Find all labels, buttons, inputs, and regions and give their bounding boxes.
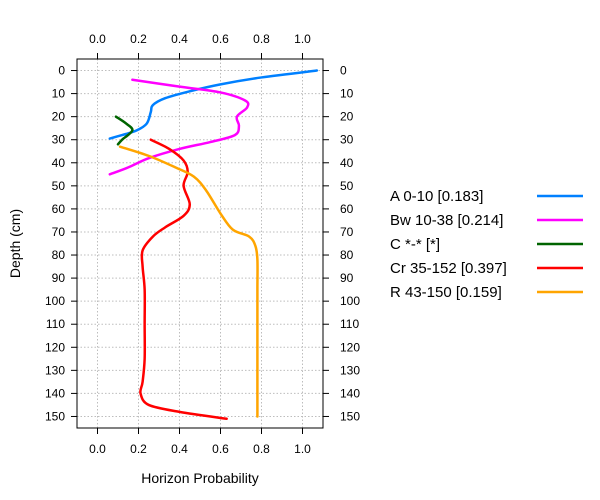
y-axis-title: Depth (cm) (7, 209, 23, 278)
x-tick-label-bottom: 0.0 (89, 442, 106, 456)
legend: A 0-10 [0.183] Bw 10-38 [0.214] C *-* [*] C… (390, 188, 583, 301)
y-tick-label-left: 130 (45, 363, 65, 377)
x-tick-label-top: 0.6 (212, 32, 229, 46)
y-tick-label-right: 50 (340, 179, 354, 193)
y-tick-label-right: 110 (340, 317, 359, 331)
x-tick-label-top: 0.8 (253, 32, 270, 46)
y-tick-label-right: 0 (340, 64, 347, 78)
y-tick-label-right: 100 (340, 294, 360, 308)
legend-label-4: R 43-150 [0.159] (390, 284, 502, 301)
plot-frame (76, 58, 324, 429)
y-tick-label-right: 10 (340, 87, 354, 101)
y-tick-label-left: 100 (45, 294, 65, 308)
y-tick-label-left: 120 (45, 340, 65, 354)
y-tick-label-right: 70 (340, 225, 354, 239)
y-tick-label-left: 0 (58, 64, 65, 78)
x-tick-label-bottom: 0.8 (253, 442, 270, 456)
y-tick-label-left: 50 (52, 179, 66, 193)
y-tick-label-right: 90 (340, 271, 354, 285)
x-tick-label-bottom: 0.6 (212, 442, 229, 456)
y-tick-label-right: 60 (340, 202, 354, 216)
legend-label-0: A 0-10 [0.183] (390, 188, 483, 205)
legend-label-2: C *-* [*] (390, 236, 440, 253)
y-tick-label-left: 70 (52, 225, 66, 239)
x-axis-title: Horizon Probability (141, 470, 259, 486)
legend-label-1: Bw 10-38 [0.214] (390, 212, 503, 229)
y-tick-label-left: 80 (52, 248, 66, 262)
series-line-4 (118, 145, 259, 418)
x-tick-label-bottom: 0.4 (171, 442, 188, 456)
axis-ticks: 0.0 0.0 0.2 0.2 0.4 0.4 0.6 0.6 0.8 0.8 1.0 1.0 0 0 10… (45, 32, 360, 456)
y-tick-label-right: 140 (340, 386, 360, 400)
x-tick-label-top: 1.0 (294, 32, 311, 46)
x-tick-label-top: 0.4 (171, 32, 188, 46)
x-tick-label-bottom: 0.2 (130, 442, 147, 456)
y-tick-label-left: 20 (52, 110, 66, 124)
y-tick-label-right: 80 (340, 248, 354, 262)
y-tick-label-right: 30 (340, 133, 354, 147)
y-tick-label-right: 130 (340, 363, 360, 377)
y-tick-label-left: 10 (52, 87, 66, 101)
y-tick-label-left: 110 (46, 317, 65, 331)
y-tick-label-left: 150 (45, 409, 65, 423)
y-tick-label-left: 60 (52, 202, 66, 216)
y-tick-label-right: 150 (340, 409, 360, 423)
y-tick-label-right: 20 (340, 110, 354, 124)
series-line-1 (108, 78, 250, 176)
x-tick-label-bottom: 1.0 (294, 442, 311, 456)
series-lines (108, 69, 319, 421)
y-tick-label-left: 40 (52, 156, 66, 170)
x-tick-label-top: 0.2 (130, 32, 147, 46)
series-line-3 (139, 138, 228, 421)
y-tick-label-right: 40 (340, 156, 354, 170)
legend-label-3: Cr 35-152 [0.397] (390, 260, 507, 277)
y-tick-label-left: 90 (52, 271, 66, 285)
series-line-2 (114, 115, 134, 146)
y-tick-label-right: 120 (340, 340, 360, 354)
grid (77, 59, 323, 428)
x-tick-label-top: 0.0 (89, 32, 106, 46)
y-tick-label-left: 140 (45, 386, 65, 400)
y-tick-label-left: 30 (52, 133, 66, 147)
